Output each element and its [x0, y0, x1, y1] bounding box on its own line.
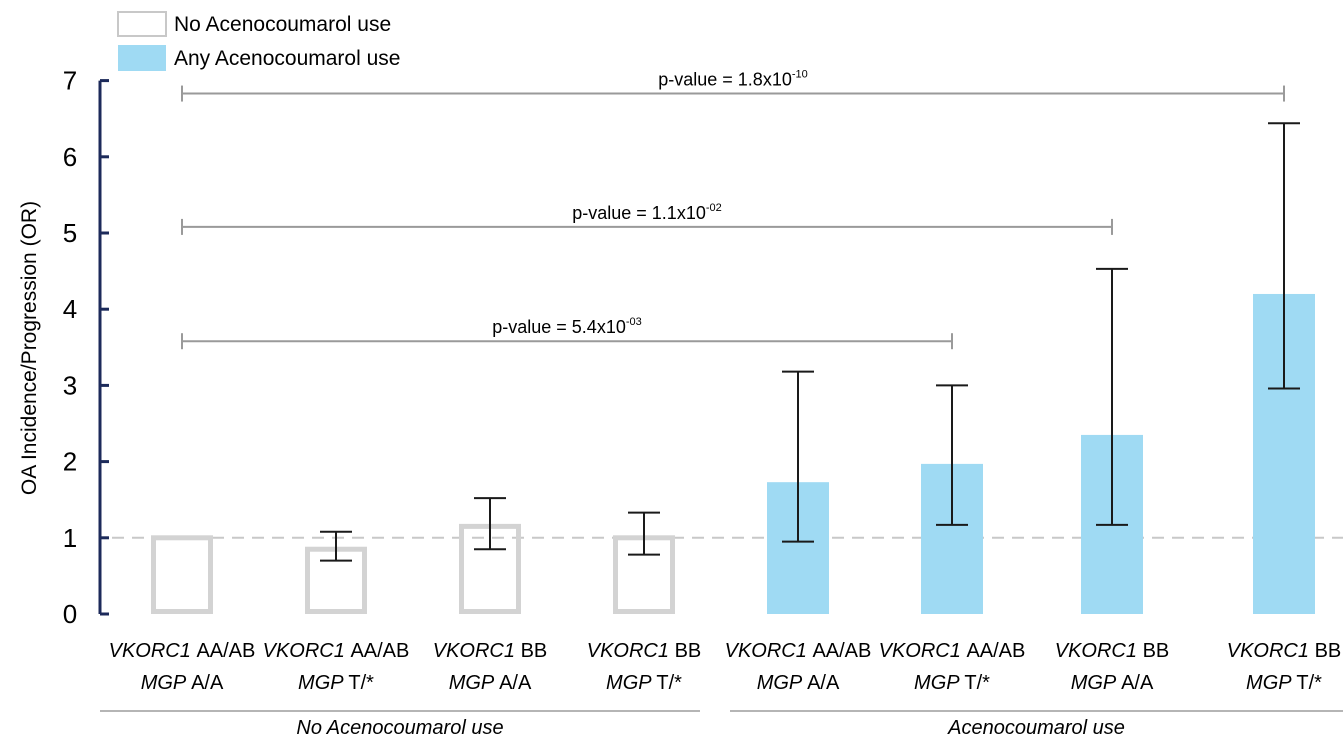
- error-bar-4: [628, 511, 660, 556]
- bar-no-use-1: [151, 535, 213, 614]
- p-value-label: p-value = 1.8x10-10: [658, 69, 808, 90]
- svg-text:VKORC1 AA/AB: VKORC1 AA/AB: [263, 640, 410, 662]
- svg-text:No Acenocoumarol use: No Acenocoumarol use: [296, 717, 503, 739]
- group-label-1: No Acenocoumarol use: [100, 710, 700, 739]
- error-bars-layer: [320, 122, 1300, 562]
- svg-text:Acenocoumarol use: Acenocoumarol use: [947, 717, 1125, 739]
- category-label-4: VKORC1 BB MGP T/*: [587, 640, 702, 694]
- y-tick-label-1: 1: [63, 523, 77, 553]
- svg-text:MGP T/*: MGP T/*: [914, 672, 990, 694]
- group-labels: No Acenocoumarol use Acenocoumarol use: [100, 710, 1343, 739]
- error-bar-6: [936, 384, 968, 526]
- p-value-label: p-value = 5.4x10-03: [492, 316, 642, 337]
- comparison-bracket-3: p-value = 1.8x10-10: [181, 69, 1285, 102]
- svg-text:VKORC1 AA/AB: VKORC1 AA/AB: [725, 640, 872, 662]
- y-tick-label-5: 5: [63, 218, 77, 248]
- y-tick-label-3: 3: [63, 370, 77, 400]
- svg-text:VKORC1 BB: VKORC1 BB: [587, 640, 702, 662]
- y-tick-label-6: 6: [63, 142, 77, 172]
- legend-label-any-use: Any Acenocoumarol use: [174, 47, 400, 70]
- y-tick-label-7: 7: [63, 66, 77, 96]
- svg-text:MGP T/*: MGP T/*: [1246, 672, 1322, 694]
- error-bar-7: [1096, 267, 1128, 526]
- svg-text:MGP A/A: MGP A/A: [141, 672, 224, 694]
- y-tick-label-0: 0: [63, 599, 77, 629]
- p-value-label: p-value = 1.1x10-02: [572, 202, 722, 223]
- svg-text:MGP A/A: MGP A/A: [1071, 672, 1154, 694]
- category-label-5: VKORC1 AA/AB MGP A/A: [725, 640, 872, 694]
- svg-text:VKORC1 BB: VKORC1 BB: [1055, 640, 1170, 662]
- svg-text:VKORC1 BB: VKORC1 BB: [433, 640, 548, 662]
- category-label-7: VKORC1 BB MGP A/A: [1055, 640, 1170, 694]
- y-tick-label-4: 4: [63, 294, 77, 324]
- y-tick-label-2: 2: [63, 447, 77, 477]
- error-bar-8: [1268, 122, 1300, 390]
- svg-text:MGP T/*: MGP T/*: [298, 672, 374, 694]
- error-bar-3: [474, 497, 506, 551]
- category-label-3: VKORC1 BB MGP A/A: [433, 640, 548, 694]
- category-label-1: VKORC1 AA/AB MGP A/A: [109, 640, 256, 694]
- group-label-2: Acenocoumarol use: [730, 710, 1343, 739]
- error-bar-5: [782, 370, 814, 543]
- svg-text:MGP A/A: MGP A/A: [449, 672, 532, 694]
- category-label-2: VKORC1 AA/AB MGP T/*: [263, 640, 410, 694]
- svg-text:VKORC1 BB: VKORC1 BB: [1227, 640, 1342, 662]
- svg-text:VKORC1 AA/AB: VKORC1 AA/AB: [109, 640, 256, 662]
- legend-swatch-no-use: [117, 11, 167, 37]
- legend: No Acenocoumarol use Any Acenocoumarol u…: [117, 11, 400, 71]
- comparison-brackets: p-value = 5.4x10-03 p-value = 1.1x10-02 p-…: [181, 69, 1285, 350]
- category-label-6: VKORC1 AA/AB MGP T/*: [879, 640, 1026, 694]
- y-axis-title: OA Incidence/Progression (OR): [18, 201, 41, 495]
- svg-text:MGP A/A: MGP A/A: [757, 672, 840, 694]
- error-bar-2: [320, 530, 352, 562]
- comparison-bracket-1: p-value = 5.4x10-03: [181, 316, 953, 350]
- svg-text:MGP T/*: MGP T/*: [606, 672, 682, 694]
- legend-label-no-use: No Acenocoumarol use: [174, 13, 391, 36]
- legend-swatch-any-use: [118, 45, 166, 71]
- category-label-8: VKORC1 BB MGP T/*: [1227, 640, 1342, 694]
- svg-text:VKORC1 AA/AB: VKORC1 AA/AB: [879, 640, 1026, 662]
- y-axis: 0 1 2 3 4 5 6 7: [63, 66, 109, 629]
- comparison-bracket-2: p-value = 1.1x10-02: [181, 202, 1113, 235]
